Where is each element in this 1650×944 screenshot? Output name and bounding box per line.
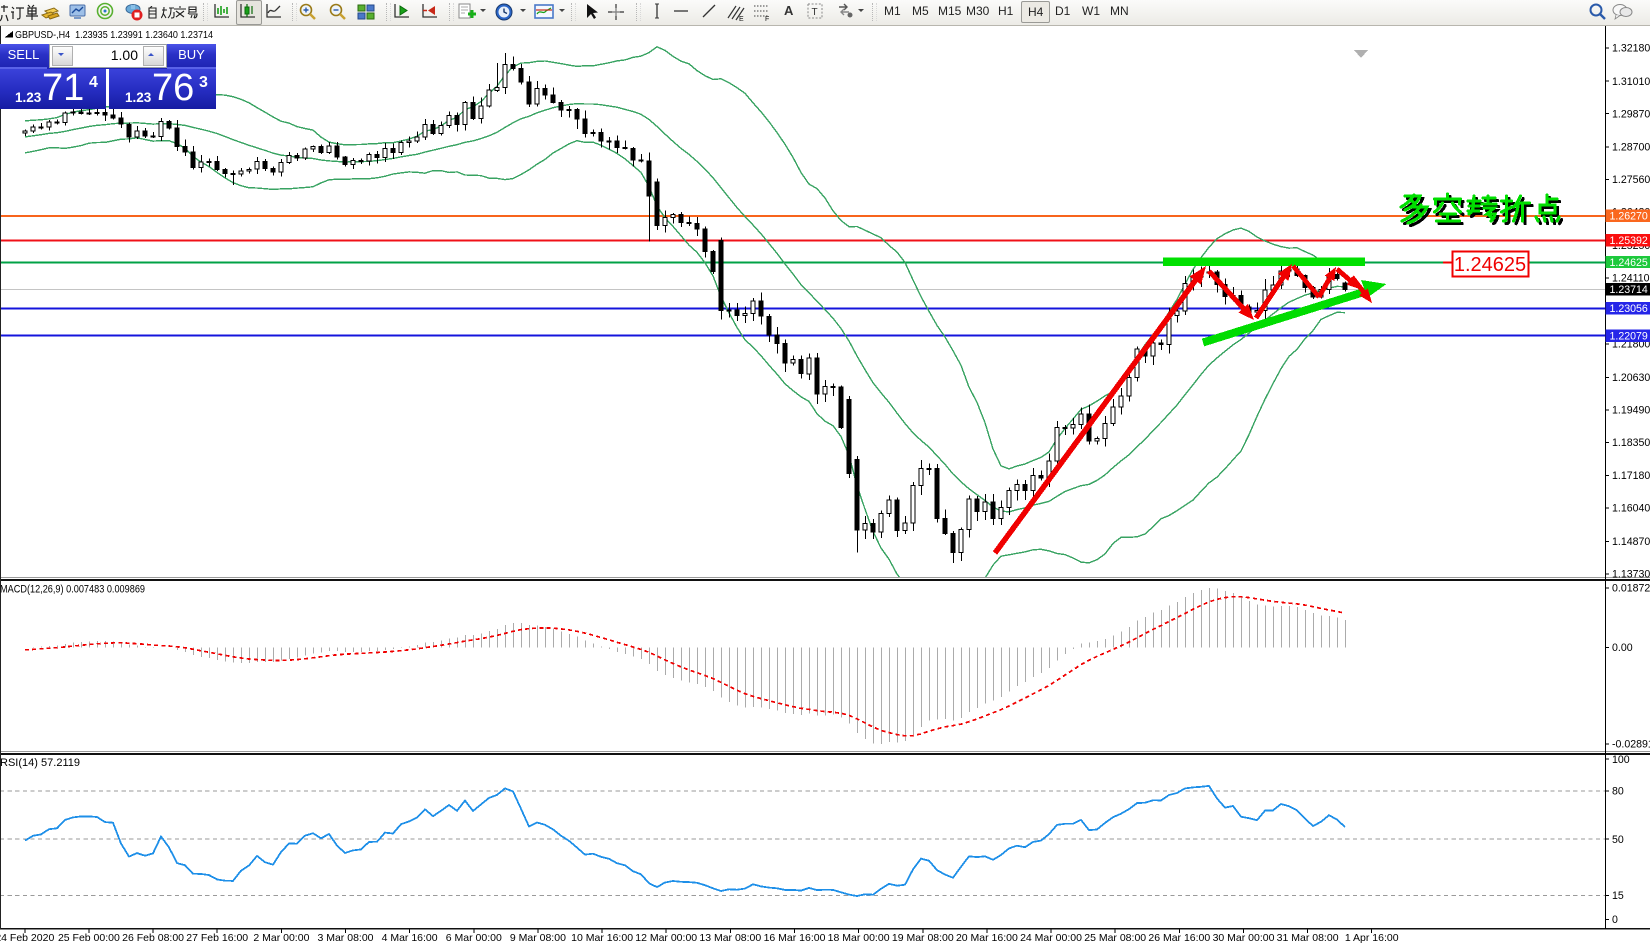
svg-text:19 Mar 08:00: 19 Mar 08:00 — [892, 932, 954, 944]
svg-text:1.23714: 1.23714 — [1610, 284, 1648, 296]
svg-text:1.17180: 1.17180 — [1612, 470, 1650, 482]
svg-text:1.13730: 1.13730 — [1612, 569, 1650, 581]
svg-text:1.25392: 1.25392 — [1610, 235, 1648, 247]
svg-text:26 Feb 08:00: 26 Feb 08:00 — [122, 932, 184, 944]
svg-text:1.18350: 1.18350 — [1612, 437, 1650, 449]
svg-text:RSI(14) 57.2119: RSI(14) 57.2119 — [0, 757, 80, 769]
svg-text:80: 80 — [1612, 786, 1624, 798]
svg-text:18 Mar 00:00: 18 Mar 00:00 — [828, 932, 890, 944]
svg-text:E: E — [739, 16, 744, 22]
svg-text:T: T — [812, 7, 818, 18]
svg-text:MACD(12,26,9) 0.007483 0.00986: MACD(12,26,9) 0.007483 0.009869 — [0, 584, 145, 596]
svg-text:26 Mar 16:00: 26 Mar 16:00 — [1148, 932, 1210, 944]
svg-text:0.00: 0.00 — [1612, 642, 1633, 654]
svg-text:1.32180: 1.32180 — [1612, 43, 1650, 55]
svg-text:25 Feb 00:00: 25 Feb 00:00 — [58, 932, 120, 944]
svg-text:9 Mar 08:00: 9 Mar 08:00 — [510, 932, 566, 944]
svg-text:20 Mar 16:00: 20 Mar 16:00 — [956, 932, 1018, 944]
svg-text:3 Mar 08:00: 3 Mar 08:00 — [317, 932, 373, 944]
svg-text:12 Mar 00:00: 12 Mar 00:00 — [635, 932, 697, 944]
svg-text:1.14870: 1.14870 — [1612, 536, 1650, 548]
svg-text:24 Feb 2020: 24 Feb 2020 — [0, 932, 54, 944]
svg-text:6 Mar 00:00: 6 Mar 00:00 — [446, 932, 502, 944]
svg-text:1.16040: 1.16040 — [1612, 503, 1650, 515]
svg-text:4 Mar 16:00: 4 Mar 16:00 — [382, 932, 438, 944]
svg-text:10 Mar 16:00: 10 Mar 16:00 — [571, 932, 633, 944]
svg-text:16 Mar 16:00: 16 Mar 16:00 — [764, 932, 826, 944]
svg-text:1 Apr 16:00: 1 Apr 16:00 — [1345, 932, 1399, 944]
svg-text:30 Mar 00:00: 30 Mar 00:00 — [1213, 932, 1275, 944]
svg-text:1.29870: 1.29870 — [1612, 108, 1650, 120]
svg-text:F: F — [765, 16, 769, 22]
svg-text:1.31010: 1.31010 — [1612, 76, 1650, 88]
svg-text:100: 100 — [1612, 754, 1630, 766]
svg-text:25 Mar 08:00: 25 Mar 08:00 — [1084, 932, 1146, 944]
svg-text:0: 0 — [1612, 914, 1618, 926]
svg-text:31 Mar 08:00: 31 Mar 08:00 — [1277, 932, 1339, 944]
svg-text:1.24625: 1.24625 — [1454, 254, 1526, 276]
svg-text:24 Mar 00:00: 24 Mar 00:00 — [1020, 932, 1082, 944]
svg-text:1.24625: 1.24625 — [1610, 257, 1648, 269]
svg-text:1.28700: 1.28700 — [1612, 142, 1650, 154]
svg-text:1.24110: 1.24110 — [1612, 273, 1650, 285]
svg-text:2 Mar 00:00: 2 Mar 00:00 — [253, 932, 309, 944]
svg-text:27 Feb 16:00: 27 Feb 16:00 — [186, 932, 248, 944]
svg-text:13 Mar 08:00: 13 Mar 08:00 — [699, 932, 761, 944]
svg-text:0.018721: 0.018721 — [1612, 583, 1650, 595]
svg-text:1.27560: 1.27560 — [1612, 174, 1650, 186]
svg-text:1.23056: 1.23056 — [1610, 303, 1648, 315]
svg-text:1.20630: 1.20630 — [1612, 372, 1650, 384]
svg-text:-0.028913: -0.028913 — [1612, 739, 1650, 751]
svg-text:1.19490: 1.19490 — [1612, 404, 1650, 416]
svg-text:1.26270: 1.26270 — [1610, 211, 1648, 223]
svg-text:1.22079: 1.22079 — [1610, 331, 1648, 343]
svg-text:15: 15 — [1612, 890, 1624, 902]
svg-text:50: 50 — [1612, 834, 1624, 846]
svg-text:GBPUSD-,H4 1.23935 1.23991 1.: GBPUSD-,H4 1.23935 1.23991 1.23640 1.237… — [15, 30, 213, 41]
